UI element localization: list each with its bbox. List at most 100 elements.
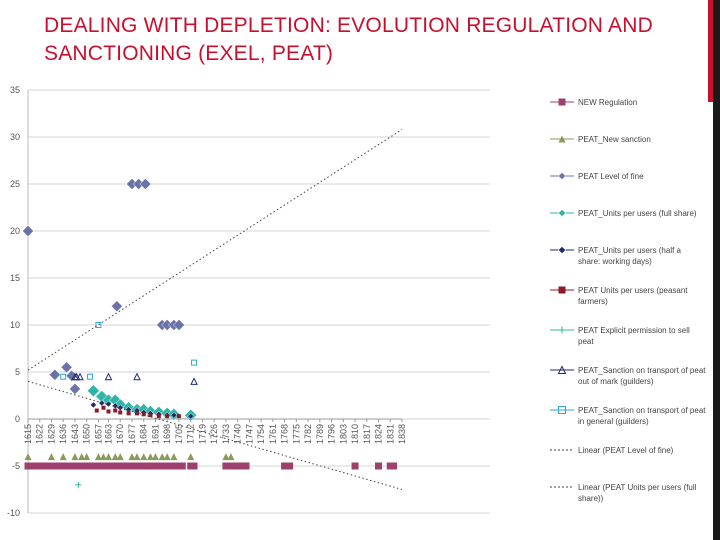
- x-tick-label: 1740: [233, 424, 243, 444]
- x-tick-label: 1747: [244, 424, 254, 444]
- y-tick-label: 0: [15, 414, 20, 424]
- series-6-point: [101, 405, 106, 410]
- series-2-point: [146, 453, 154, 461]
- legend-label: NEW Regulation: [578, 98, 637, 107]
- x-tick-label: 1636: [58, 424, 68, 444]
- legend-symbol: [558, 246, 566, 254]
- x-tick-label: 1670: [115, 424, 125, 444]
- series-2-point: [71, 453, 79, 461]
- x-tick-label: 1796: [327, 424, 337, 444]
- x-tick-label: 1733: [221, 424, 231, 444]
- x-tick-label: 1712: [186, 424, 196, 444]
- series-4-point: [87, 384, 100, 398]
- x-tick-label: 1761: [268, 424, 278, 444]
- series-6-point: [126, 411, 131, 416]
- series-2-point: [187, 453, 195, 461]
- series-8-point: [133, 372, 141, 381]
- legend-label: PEAT_Sanction on transport of peat in gen…: [578, 406, 706, 426]
- series-1-point: [89, 462, 97, 470]
- y-tick-label: -5: [12, 461, 20, 471]
- x-tick-label: 1817: [362, 424, 372, 444]
- series-2-point: [59, 453, 67, 461]
- series-3-point: [69, 383, 81, 395]
- series-2-point: [222, 453, 230, 461]
- series-6-point: [141, 412, 146, 417]
- series-1-point: [78, 462, 86, 470]
- legend-label: PEAT_Units per users (half a share: worki…: [578, 246, 682, 266]
- x-tick-label: 1698: [162, 424, 172, 444]
- legend-symbol: [558, 98, 566, 106]
- y-tick-label: 25: [10, 179, 20, 189]
- series-1-point: [281, 462, 289, 470]
- x-tick-label: 1677: [127, 424, 137, 444]
- series-2-point: [140, 453, 148, 461]
- series-1-point: [375, 462, 383, 470]
- series-1-point: [286, 462, 294, 470]
- series-6-point: [106, 409, 111, 414]
- x-tick-label: 1782: [303, 424, 313, 444]
- series-2-point: [24, 453, 32, 461]
- y-tick-label: 15: [10, 273, 20, 283]
- y-tick-label: 30: [10, 132, 20, 142]
- series-2-point: [133, 453, 141, 461]
- x-tick-label: 1726: [209, 424, 219, 444]
- series-6-point: [94, 408, 99, 413]
- accent-bar-red: [708, 0, 713, 102]
- x-tick-label: 1768: [280, 424, 290, 444]
- series-9-point: [87, 373, 94, 380]
- series-6-point: [148, 413, 153, 418]
- series-9-point: [60, 373, 67, 380]
- series-2-point: [99, 453, 107, 461]
- series-2-point: [111, 453, 119, 461]
- series-8-point: [190, 377, 198, 385]
- series-6-point: [176, 414, 181, 419]
- series-1-point: [227, 462, 235, 470]
- x-tick-label: 1775: [291, 424, 301, 444]
- series-2-point: [116, 453, 124, 461]
- x-tick-label: 1719: [197, 424, 207, 444]
- series-2-point: [227, 453, 235, 461]
- series-2-point: [47, 453, 55, 461]
- x-tick-label: 1803: [338, 424, 348, 444]
- series-8-point: [76, 372, 84, 381]
- series-1-point: [390, 462, 398, 470]
- series-5-point: [187, 412, 195, 420]
- series-7-point: [75, 481, 82, 488]
- series-5-point: [170, 411, 178, 419]
- series-1-point: [54, 462, 62, 470]
- accent-bar-dark: [713, 0, 720, 540]
- series-8-point: [104, 372, 113, 381]
- legend-symbol: [558, 286, 566, 294]
- x-tick-label: 1622: [35, 424, 45, 444]
- x-tick-label: 1643: [70, 424, 80, 444]
- legend-label: PEAT Explicit permission to sell peat: [578, 326, 690, 346]
- series-1-point: [351, 462, 359, 470]
- series-6-point: [156, 414, 161, 419]
- series-6-point: [165, 414, 170, 419]
- x-tick-label: 1838: [397, 424, 407, 444]
- legend-symbol: [558, 326, 566, 334]
- series-1-point: [111, 462, 119, 470]
- x-tick-label: 1650: [82, 424, 92, 444]
- x-tick-label: 1657: [93, 424, 103, 444]
- legend-symbol: [558, 209, 566, 217]
- page-title: DEALING WITH DEPLETION: EVOLUTION REGULA…: [44, 14, 653, 65]
- series-1-point: [135, 462, 143, 470]
- x-tick-label: 1810: [350, 424, 360, 444]
- series-10-trendline: [27, 129, 403, 371]
- legend-label: PEAT Level of fine: [578, 172, 644, 181]
- series-1-point: [178, 462, 186, 470]
- series-3-point: [22, 225, 34, 237]
- x-tick-label: 1629: [46, 424, 56, 444]
- y-tick-label: 35: [10, 85, 20, 95]
- legend-label: Linear (PEAT Level of fine): [578, 446, 674, 455]
- legend-label: PEAT Units per users (peasant farmers): [578, 286, 688, 306]
- legend-label: PEAT_Sanction on transport of peat out of…: [578, 366, 706, 386]
- series-1-point: [146, 462, 154, 470]
- y-tick-label: 10: [10, 320, 20, 330]
- series-9-point: [191, 359, 198, 366]
- series-1-point: [66, 462, 74, 470]
- series-1-point: [36, 462, 44, 470]
- x-tick-label: 1831: [385, 424, 395, 444]
